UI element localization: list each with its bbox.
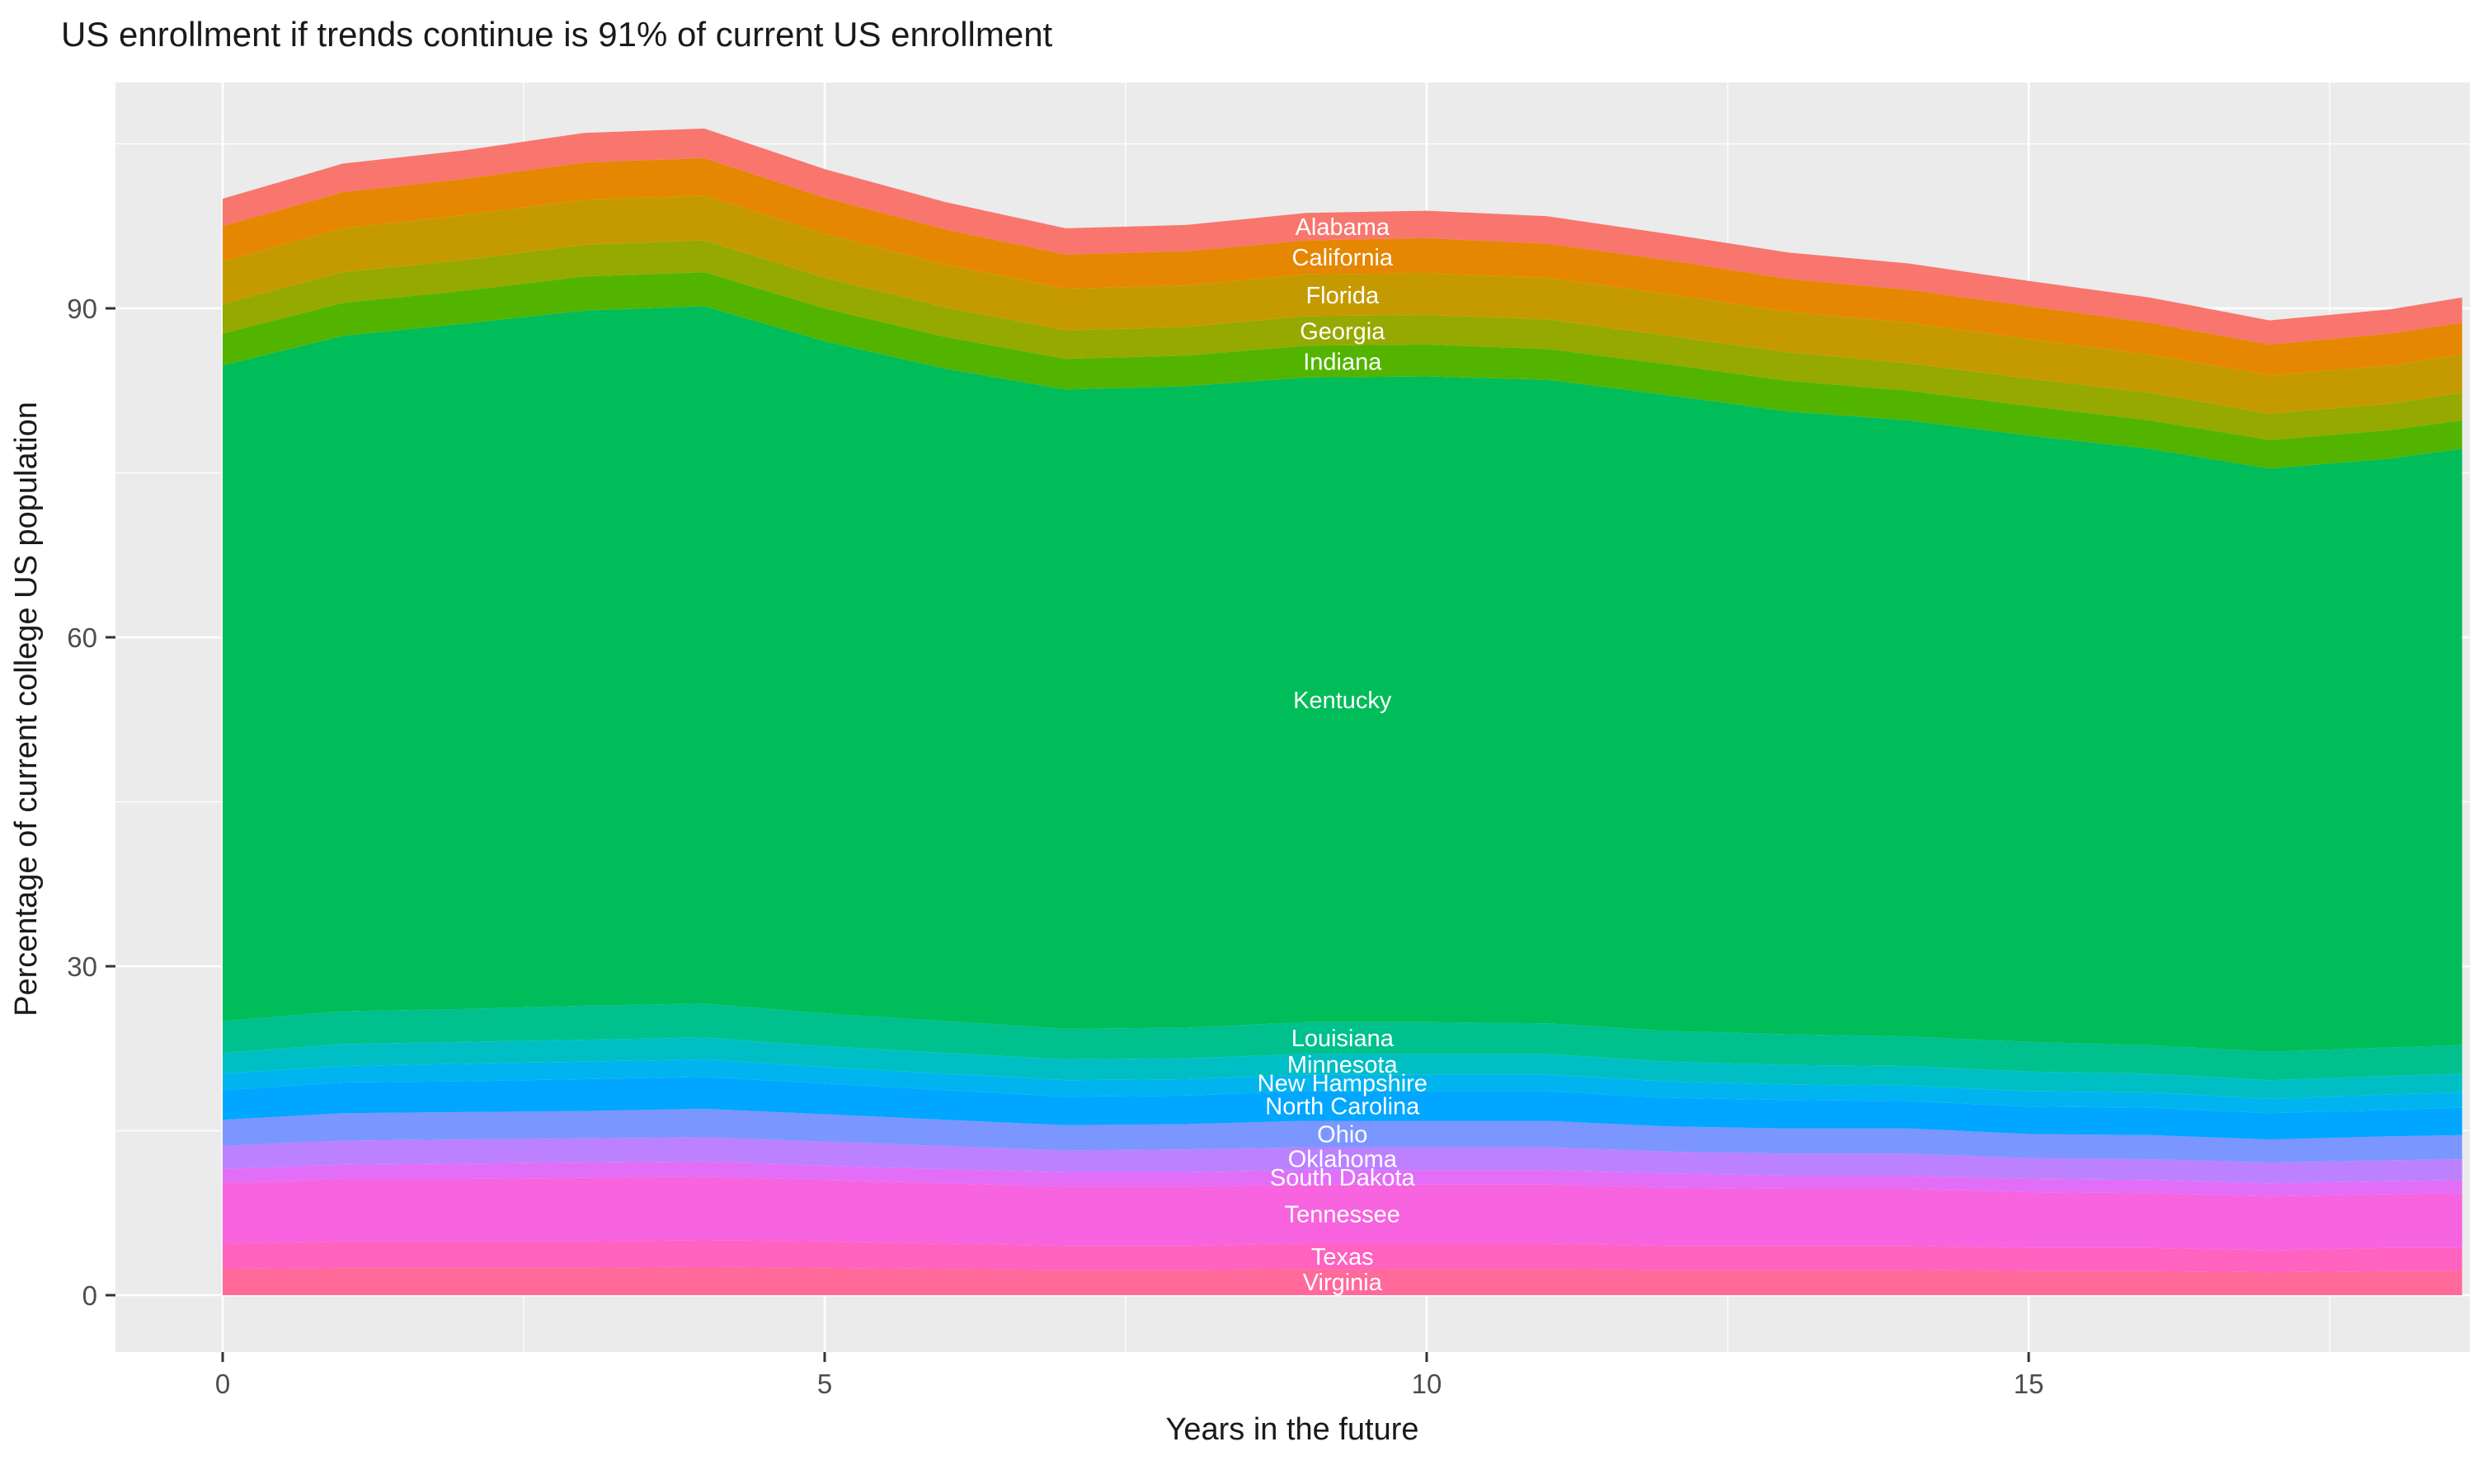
y-tick-label: 60 xyxy=(67,622,97,653)
chart-title: US enrollment if trends continue is 91% … xyxy=(61,15,1053,54)
series-label-louisiana: Louisiana xyxy=(1291,1026,1395,1052)
series-label-virginia: Virginia xyxy=(1303,1270,1383,1296)
series-label-kentucky: Kentucky xyxy=(1293,688,1392,714)
area-indiana xyxy=(223,272,2462,469)
area-texas xyxy=(223,1240,2462,1273)
series-label-indiana: Indiana xyxy=(1303,350,1382,376)
axis-tick-labels: 0 5 10 15 0 30 60 90 xyxy=(67,294,2044,1399)
y-tick-label: 0 xyxy=(82,1280,97,1311)
series-label-south-dakota: South Dakota xyxy=(1270,1165,1416,1191)
x-tick-label: 10 xyxy=(1412,1369,1442,1399)
area-minnesota xyxy=(223,1037,2462,1099)
area-virginia xyxy=(223,1266,2462,1295)
series-label-oklahoma: Oklahoma xyxy=(1288,1146,1398,1172)
area-tennessee xyxy=(223,1176,2462,1251)
series-label-alabama: Alabama xyxy=(1296,214,1390,241)
y-tick-label: 90 xyxy=(67,294,97,324)
area-new-hampshire xyxy=(223,1059,2462,1114)
area-kentucky xyxy=(223,306,2462,1052)
series-label-california: California xyxy=(1292,245,1394,271)
series-label-georgia: Georgia xyxy=(1300,318,1385,345)
series-label-north-carolina: North Carolina xyxy=(1265,1094,1420,1120)
series-label-florida: Florida xyxy=(1305,283,1380,309)
area-california xyxy=(223,157,2462,376)
y-tick-label: 30 xyxy=(67,951,97,982)
area-florida xyxy=(223,195,2462,414)
x-tick-label: 15 xyxy=(2014,1369,2044,1399)
x-tick-label: 5 xyxy=(817,1369,832,1399)
series-label-new-hampshire: New Hampshire xyxy=(1258,1071,1427,1097)
area-oklahoma xyxy=(223,1137,2462,1184)
area-georgia xyxy=(223,240,2462,440)
area-south-dakota xyxy=(223,1161,2462,1197)
x-axis-title: Years in the future xyxy=(1165,1412,1418,1447)
area-north-carolina xyxy=(223,1077,2462,1140)
area-louisiana xyxy=(223,1003,2462,1081)
axis-tick-marks xyxy=(106,307,2030,1362)
x-tick-label: 0 xyxy=(215,1369,230,1399)
series-label-minnesota: Minnesota xyxy=(1287,1052,1399,1078)
series-label-texas: Texas xyxy=(1311,1244,1374,1270)
area-alabama xyxy=(223,128,2462,345)
series-label-tennessee: Tennessee xyxy=(1285,1202,1400,1228)
area-ohio xyxy=(223,1108,2462,1163)
y-axis-title: Percentage of current college US populat… xyxy=(9,402,44,1017)
series-label-ohio: Ohio xyxy=(1317,1121,1367,1148)
area-series-group xyxy=(223,128,2462,1295)
